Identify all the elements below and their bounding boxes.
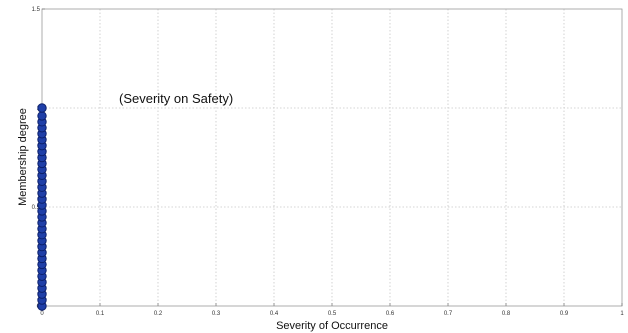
y-tick-label: 1.5 <box>32 7 41 13</box>
y-axis-label: Membership degree <box>17 108 29 206</box>
x-tick-label: 0.1 <box>96 311 105 317</box>
x-tick-label: 0.4 <box>270 311 279 317</box>
x-tick-label: 0.9 <box>560 311 569 317</box>
tick-labels: 00.10.20.30.40.50.60.70.80.9100.511.5 <box>32 7 625 317</box>
x-tick-label: 0.6 <box>386 311 395 317</box>
x-tick-label: 0.5 <box>328 311 337 317</box>
x-tick-label: 1 <box>620 311 624 317</box>
x-tick-label: 0.8 <box>502 311 511 317</box>
y-tick-label: 0.5 <box>32 205 41 211</box>
data-point <box>37 111 47 121</box>
data-series <box>37 103 47 311</box>
x-axis-label: Severity of Occurrence <box>276 320 388 332</box>
chart-annotation: (Severity on Safety) <box>119 91 233 106</box>
grid-lines <box>42 9 622 306</box>
x-tick-label: 0.3 <box>212 311 221 317</box>
x-tick-label: 0 <box>40 311 44 317</box>
data-point <box>37 103 47 113</box>
x-tick-label: 0.7 <box>444 311 453 317</box>
x-tick-label: 0.2 <box>154 311 163 317</box>
